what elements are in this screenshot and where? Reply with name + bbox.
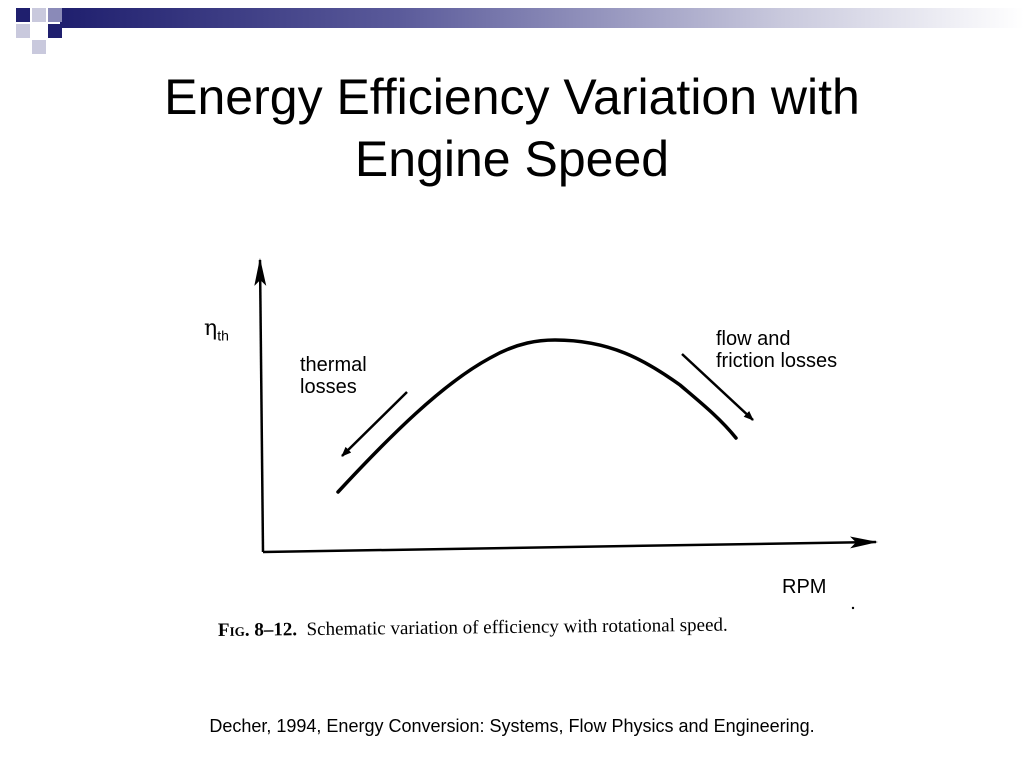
efficiency-curve: [336, 338, 738, 494]
caption-figure-number: Fig. 8–12.: [217, 619, 298, 641]
banner-square: [32, 24, 46, 38]
eta-symbol: η: [204, 316, 218, 341]
banner-square: [16, 24, 30, 38]
banner-square: [32, 40, 46, 54]
x-axis-label: RPM: [782, 576, 827, 598]
citation-text: Decher, 1994, Energy Conversion: Systems…: [209, 716, 815, 736]
banner-square: [32, 8, 46, 22]
efficiency-figure: ηth thermal losses flow and friction los…: [190, 250, 910, 650]
banner-gradient-bar: [60, 8, 1024, 28]
y-axis-label: ηth: [204, 316, 229, 343]
caption-text: Schematic variation of efficiency with r…: [306, 614, 728, 641]
slide-title: Energy Efficiency Variation with Engine …: [164, 69, 860, 187]
x-axis: [262, 536, 878, 554]
eta-subscript: th: [217, 327, 229, 344]
slide-banner: [0, 0, 1024, 64]
friction-losses-arrow: [681, 353, 754, 421]
banner-square: [16, 8, 30, 22]
thermal-losses-arrow: [341, 391, 408, 457]
banner-square: [16, 40, 30, 54]
friction-losses-label: flow and friction losses: [716, 328, 838, 372]
banner-square: [48, 8, 62, 22]
scan-speck: [851, 606, 855, 610]
banner-square: [48, 24, 62, 38]
y-axis: [254, 258, 267, 553]
efficiency-diagram: [254, 258, 878, 610]
thermal-losses-label: thermal losses: [300, 354, 367, 398]
